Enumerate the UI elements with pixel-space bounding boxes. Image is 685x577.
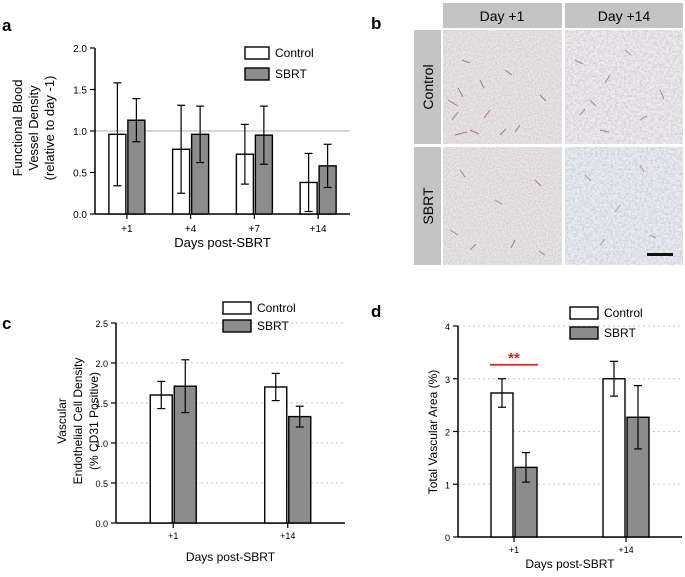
- col-header-bg-day14: [565, 3, 683, 28]
- y-tick-label: 2.5: [95, 319, 108, 329]
- scale-bar: [647, 253, 673, 256]
- legend-label-control: Control: [604, 306, 643, 320]
- bar-control-+1: [149, 394, 173, 524]
- x-tick-label: +14: [280, 531, 295, 541]
- x-tick-label: +1: [509, 545, 519, 555]
- y-tick-label: 1.5: [95, 399, 108, 409]
- panel-b-micrographs: b Day +1 Day +14 Control SBRT: [371, 3, 683, 265]
- micrograph-sbrt-day14: [565, 147, 683, 265]
- legend-label-control: Control: [275, 46, 314, 60]
- row-header-bg-sbrt: [414, 147, 441, 265]
- bar-control-+14: [602, 378, 626, 538]
- legend-swatch-sbrt: [222, 319, 252, 333]
- col-header-bg-day1: [443, 3, 562, 28]
- y-axis-label-line: Functional Blood: [10, 80, 25, 177]
- panel-letter-a: a: [2, 16, 12, 35]
- y-tick-label: 1.5: [73, 86, 87, 97]
- y-tick-label: 0: [445, 533, 450, 543]
- y-tick-label: 0.5: [95, 479, 108, 489]
- panel-a: a Functional Blood Vessel Density (relativ…: [2, 16, 350, 250]
- y-tick-label: 0.5: [73, 169, 87, 180]
- legend-label-control: Control: [257, 301, 296, 315]
- micrograph-control-day1: [443, 30, 562, 144]
- y-tick-label: 2.0: [73, 44, 87, 55]
- significance-label: **: [508, 350, 520, 367]
- legend-swatch-control: [569, 306, 599, 320]
- legend-label-sbrt: SBRT: [275, 67, 307, 81]
- y-axis-label-line: (% CD31 Positive): [87, 372, 101, 470]
- legend-swatch-sbrt: [244, 67, 270, 81]
- row-header-bg-control: [414, 30, 441, 144]
- y-axis-label-line: Total Vascular Area (%): [426, 370, 440, 495]
- y-tick-label: 3: [445, 375, 450, 385]
- bar-control-+1: [490, 392, 514, 538]
- y-tick-label: 1: [445, 480, 450, 490]
- y-tick-label: 0.0: [95, 519, 108, 529]
- micrograph-sbrt-day1: [443, 147, 562, 265]
- col-header-day14: Day +14: [598, 8, 651, 24]
- panel-letter-d: d: [371, 302, 381, 321]
- y-axis-label-line: Endothelial Cell Density: [71, 358, 85, 485]
- panel-letter-c: c: [2, 314, 11, 333]
- legend-swatch-control: [244, 46, 270, 60]
- legend-label-sbrt: SBRT: [257, 319, 289, 333]
- x-tick-label: +1: [121, 224, 133, 235]
- panel-letter-b: b: [371, 14, 381, 33]
- micrograph-control-day14: [565, 30, 683, 144]
- row-header-control: Control: [420, 64, 436, 109]
- x-tick-label: +14: [618, 545, 633, 555]
- y-tick-label: 1.0: [73, 127, 87, 138]
- panel-c: c Vascular Endothelial Cell Density (% CD3…: [2, 301, 345, 564]
- bar-control-+14: [264, 386, 288, 524]
- y-axis-label-line: Vascular: [55, 398, 69, 444]
- y-axis-label-line: (relative to day -1): [42, 76, 57, 181]
- y-tick-label: 2: [445, 428, 450, 438]
- x-tick-label: +14: [310, 224, 327, 235]
- y-tick-label: 0.0: [73, 210, 87, 221]
- legend-swatch-control: [222, 301, 252, 315]
- y-axis-label-line: Vessel Density: [26, 85, 41, 171]
- y-tick-label: 1.0: [95, 439, 108, 449]
- row-header-sbrt: SBRT: [420, 187, 436, 225]
- legend-swatch-sbrt: [569, 326, 599, 340]
- y-tick-label: 2.0: [95, 359, 108, 369]
- x-axis-label: Days post-SBRT: [174, 235, 271, 250]
- legend-label-sbrt: SBRT: [604, 326, 636, 340]
- x-axis-label: Days post-SBRT: [186, 550, 276, 564]
- y-tick-label: 4: [445, 322, 450, 332]
- x-tick-label: +4: [185, 224, 197, 235]
- x-axis-label: Days post-SBRT: [525, 557, 615, 571]
- bar-sbrt-+14: [288, 415, 312, 524]
- x-tick-label: +1: [168, 531, 178, 541]
- col-header-day1: Day +1: [480, 8, 525, 24]
- panel-d: d Total Vascular Area (%) 0 1 2 3 4 +1 +14 ** Da…: [371, 302, 682, 571]
- x-tick-label: +7: [249, 224, 261, 235]
